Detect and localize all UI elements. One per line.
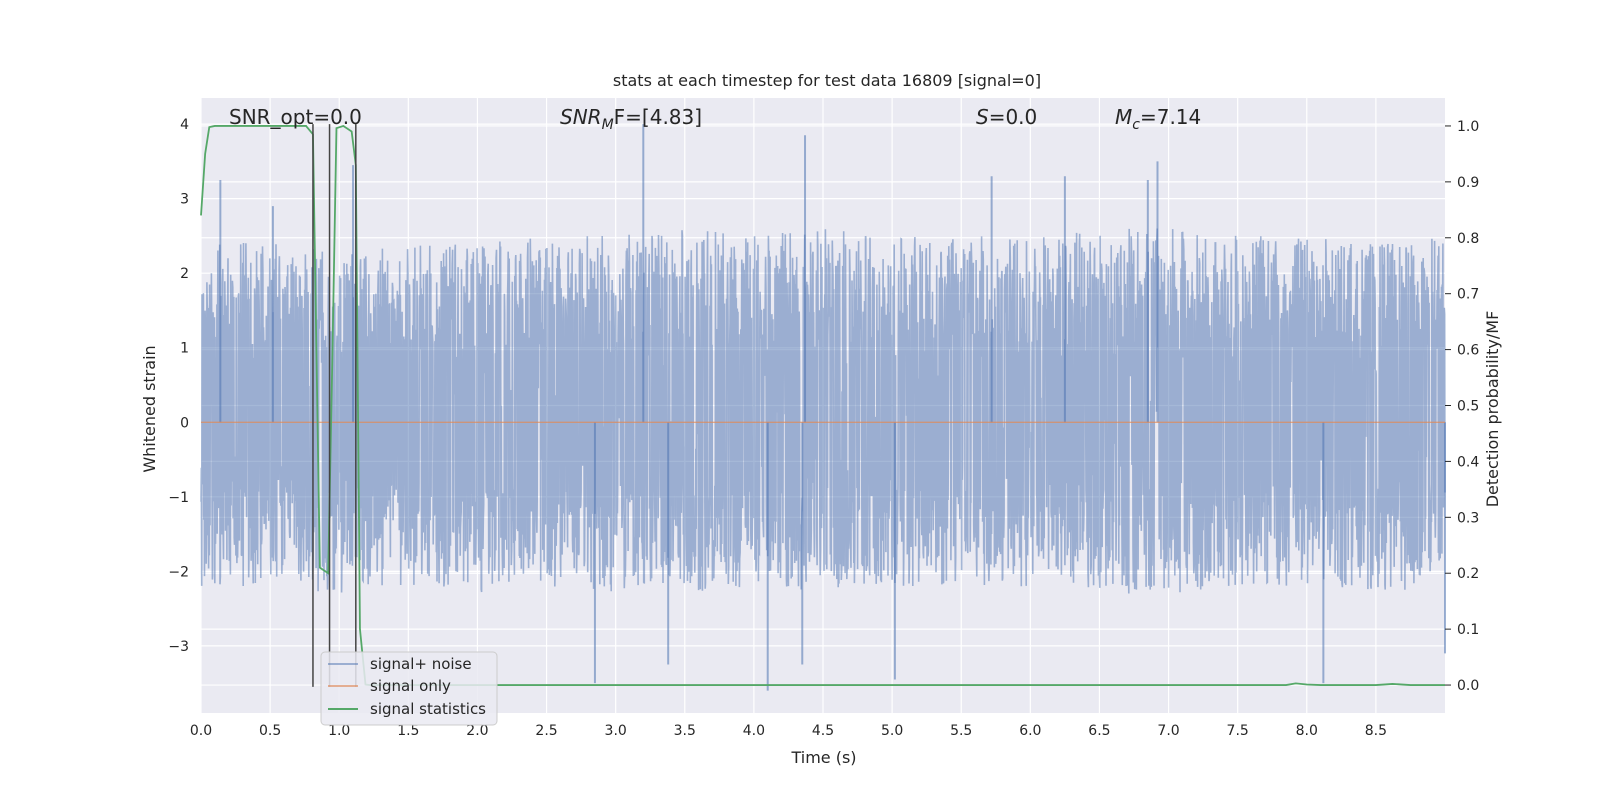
y2-tick-label: 0.5 bbox=[1457, 399, 1479, 415]
y2-tick-label: 0.6 bbox=[1457, 343, 1479, 359]
axis-ticks: 0.0 0.5 1.0 1.5 2.0 2.5 3.0 3.5 4.0 4.5 5.0 5.5 6.0 6… bbox=[168, 117, 1479, 739]
x-tick-label: 5.0 bbox=[881, 723, 903, 739]
annotation-snr-opt: SNR_opt=0.0 bbox=[229, 105, 362, 129]
signal-statistics-line bbox=[200, 124, 1445, 686]
x-tick-label: 1.0 bbox=[328, 723, 350, 739]
y2-tick-label: 0.8 bbox=[1457, 231, 1479, 247]
x-tick-label: 4.0 bbox=[743, 723, 765, 739]
noise-series bbox=[200, 124, 1446, 691]
y-tick-label: −1 bbox=[168, 490, 189, 506]
annotation-mc-base: M bbox=[1115, 105, 1132, 129]
annotation-snr-mf-sub: M bbox=[602, 117, 614, 133]
annotation-s-base: S bbox=[976, 105, 989, 129]
legend-label-signal-only: signal only bbox=[370, 677, 451, 695]
y2-tick-label: 0.0 bbox=[1457, 678, 1479, 694]
y2-tick-label: 0.9 bbox=[1457, 175, 1479, 191]
annotation-snr-mf-rest: F=[4.83] bbox=[614, 105, 702, 129]
annotation-mc: Mc=7.14 bbox=[1115, 105, 1201, 133]
right-axis-label: Detection probability/MF bbox=[1483, 311, 1502, 508]
y-axis-label: Whitened strain bbox=[140, 345, 159, 472]
series-lines bbox=[200, 124, 1445, 686]
x-tick-label: 4.5 bbox=[812, 723, 834, 739]
x-tick-label: 0.5 bbox=[259, 723, 281, 739]
y2-tick-label: 0.3 bbox=[1457, 510, 1479, 526]
legend: signal+ noise signal only signal statist… bbox=[320, 651, 498, 726]
x-axis-label: Time (s) bbox=[790, 748, 856, 767]
y-tick-label: 1 bbox=[180, 341, 189, 357]
legend-box bbox=[320, 651, 498, 726]
y2-tick-label: 0.7 bbox=[1457, 287, 1479, 303]
y-tick-label: 4 bbox=[180, 117, 189, 133]
y-tick-label: 0 bbox=[180, 415, 189, 431]
x-tick-label: 6.0 bbox=[1019, 723, 1041, 739]
y2-tick-label: 1.0 bbox=[1457, 119, 1479, 135]
x-tick-label: 6.5 bbox=[1088, 723, 1110, 739]
y2-tick-label: 0.4 bbox=[1457, 454, 1479, 470]
y2-tick-label: 0.2 bbox=[1457, 566, 1479, 582]
x-tick-label: 5.5 bbox=[950, 723, 972, 739]
x-tick-label: 7.0 bbox=[1157, 723, 1179, 739]
x-tick-label: 7.5 bbox=[1227, 723, 1249, 739]
x-tick-label: 0.0 bbox=[190, 723, 212, 739]
y2-tick-label: 0.1 bbox=[1457, 622, 1479, 638]
x-tick-label: 3.0 bbox=[605, 723, 627, 739]
x-tick-label: 8.0 bbox=[1296, 723, 1318, 739]
x-tick-label: 1.5 bbox=[397, 723, 419, 739]
annotation-mc-rest: =7.14 bbox=[1140, 105, 1201, 129]
x-tick-label: 8.5 bbox=[1365, 723, 1387, 739]
annotation-snr-mf: SNRMF=[4.83] bbox=[560, 105, 702, 133]
legend-label-signal-statistics: signal statistics bbox=[370, 700, 486, 718]
vertical-markers bbox=[312, 124, 357, 687]
y-tick-label: −3 bbox=[168, 639, 189, 655]
y-tick-label: 2 bbox=[180, 266, 189, 282]
annotation-mc-sub: c bbox=[1132, 117, 1140, 133]
annotation-s-rest: =0.0 bbox=[989, 105, 1038, 129]
x-tick-label: 2.0 bbox=[466, 723, 488, 739]
annotation-s: S=0.0 bbox=[976, 105, 1037, 129]
x-tick-label: 2.5 bbox=[535, 723, 557, 739]
legend-label-signal-noise: signal+ noise bbox=[370, 655, 472, 673]
x-tick-label: 3.5 bbox=[674, 723, 696, 739]
annotation-snr-mf-base: SNR bbox=[560, 105, 602, 129]
signal-noise-trace bbox=[200, 228, 1446, 594]
y-tick-label: −2 bbox=[168, 564, 189, 580]
y-tick-label: 3 bbox=[180, 192, 189, 208]
chart-title: stats at each timestep for test data 168… bbox=[613, 71, 1041, 90]
